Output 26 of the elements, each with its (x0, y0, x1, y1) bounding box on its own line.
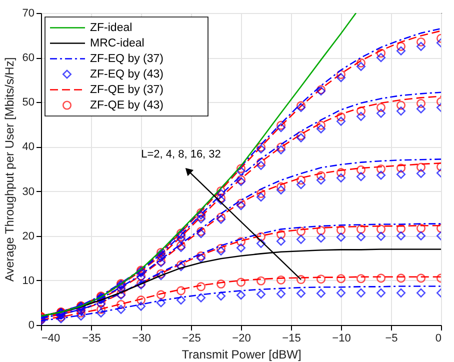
y-tick-label: 50 (22, 96, 34, 109)
legend-label: ZF-ideal (90, 22, 132, 34)
y-tick-label: 20 (22, 230, 34, 242)
y-axis-title: Average Throughput per User [Mbits/s/Hz] (2, 57, 16, 282)
y-tick-label: 40 (22, 141, 34, 154)
legend-label: ZF-QE by (37) (90, 84, 164, 96)
annotation: L=2, 4, 8, 16, 32 (141, 148, 221, 161)
y-tick-label: 60 (22, 52, 34, 64)
legend-label: MRC-ideal (90, 37, 144, 50)
x-tick-label: −35 (82, 332, 101, 344)
y-tick-label: 10 (22, 274, 34, 287)
x-tick-label: −5 (385, 332, 398, 344)
x-tick-label: −10 (332, 332, 351, 344)
x-tick-label: −15 (282, 332, 301, 344)
x-tick-label: −40 (42, 332, 60, 344)
x-tick-label: −25 (182, 332, 201, 344)
y-tick-label: 30 (22, 186, 34, 198)
x-tick-label: −20 (232, 332, 251, 344)
legend-label: ZF-EQ by (43) (90, 68, 164, 80)
y-tick-label: 70 (22, 8, 34, 20)
x-tick-label: −30 (132, 332, 151, 344)
x-tick-label: 0 (435, 332, 442, 344)
y-tick-label: 0 (28, 320, 34, 332)
legend-label: ZF-QE by (43) (90, 99, 164, 112)
x-axis-title: Transmit Power [dBW] (182, 348, 302, 362)
legend-label: ZF-EQ by (37) (90, 52, 164, 65)
